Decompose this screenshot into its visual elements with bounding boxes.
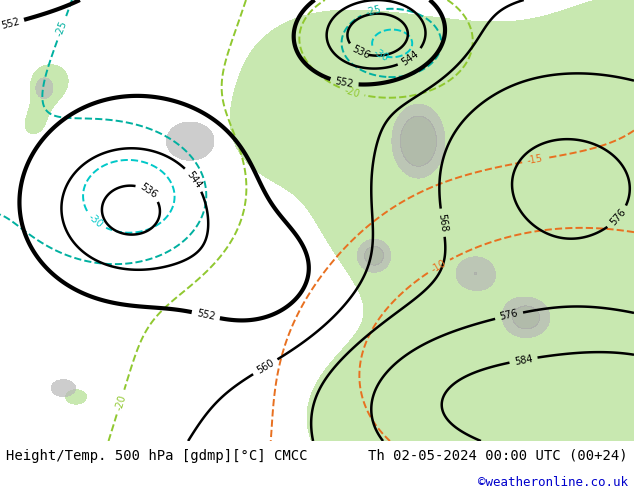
Text: 584: 584 — [514, 353, 533, 367]
Text: 552: 552 — [196, 308, 216, 322]
Text: Th 02-05-2024 00:00 UTC (00+24): Th 02-05-2024 00:00 UTC (00+24) — [368, 449, 628, 463]
Text: 536: 536 — [138, 182, 159, 201]
Text: 552: 552 — [334, 76, 354, 89]
Text: ©weatheronline.co.uk: ©weatheronline.co.uk — [477, 476, 628, 489]
Text: 544: 544 — [400, 49, 421, 68]
Text: 576: 576 — [499, 309, 519, 322]
Text: 552: 552 — [0, 16, 20, 31]
Text: -30: -30 — [372, 47, 390, 63]
Text: 544: 544 — [184, 169, 204, 190]
Text: -25: -25 — [55, 19, 69, 38]
Text: -30: -30 — [86, 212, 105, 230]
Text: -15: -15 — [526, 154, 543, 167]
Text: -20: -20 — [343, 85, 361, 99]
Text: 568: 568 — [436, 213, 449, 233]
Text: -10: -10 — [429, 258, 448, 274]
Text: 536: 536 — [351, 44, 372, 61]
Text: -20: -20 — [113, 393, 127, 411]
Text: 576: 576 — [608, 207, 628, 228]
Text: 560: 560 — [255, 358, 276, 376]
Text: -25: -25 — [365, 4, 382, 18]
Text: Height/Temp. 500 hPa [gdmp][°C] CMCC: Height/Temp. 500 hPa [gdmp][°C] CMCC — [6, 449, 308, 463]
